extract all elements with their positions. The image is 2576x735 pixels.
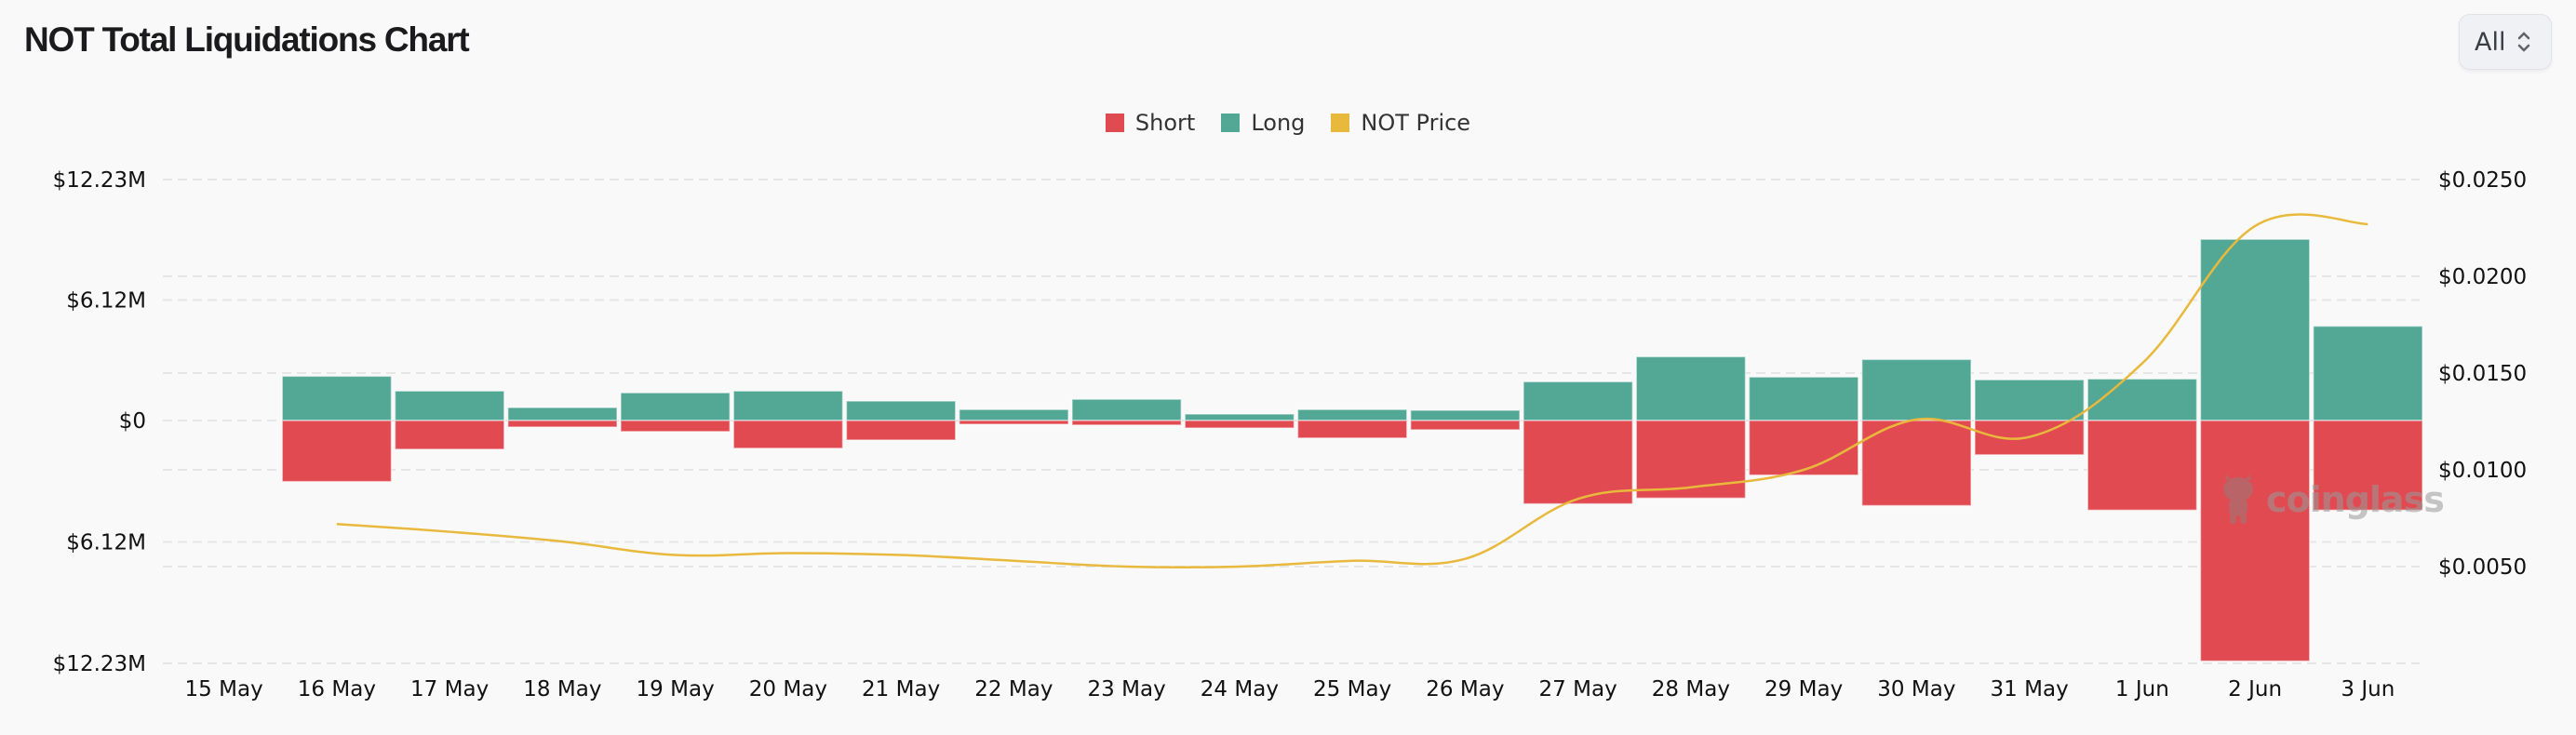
long-bar[interactable] xyxy=(394,390,505,421)
long-bar[interactable] xyxy=(959,408,1069,421)
left-axis-tick: $6.12M xyxy=(66,289,146,314)
right-axis-tick: $0.0200 xyxy=(2438,265,2527,289)
long-bar[interactable] xyxy=(1184,413,1295,421)
chevron-up-down-icon xyxy=(2516,30,2531,54)
short-bar[interactable] xyxy=(1071,420,1182,426)
x-axis-tick: 17 May xyxy=(410,677,489,702)
long-bar[interactable] xyxy=(1523,381,1633,421)
x-axis-tick: 22 May xyxy=(974,677,1053,702)
legend-item-long[interactable]: Long xyxy=(1221,110,1305,136)
legend-label: Short xyxy=(1134,110,1196,136)
long-swatch-icon xyxy=(1221,114,1241,132)
long-bar[interactable] xyxy=(507,407,618,421)
short-bar[interactable] xyxy=(1523,420,1633,505)
x-axis-tick: 24 May xyxy=(1201,677,1279,702)
x-axis-tick: 16 May xyxy=(298,677,376,702)
x-axis: 15 May 16 May 17 May 18 May 19 May 20 May 21 M… xyxy=(185,677,2395,702)
short-bar[interactable] xyxy=(507,420,618,428)
left-axis-tick: $6.12M xyxy=(66,531,146,555)
x-axis-tick: 28 May xyxy=(1652,677,1730,702)
short-bar[interactable] xyxy=(2199,420,2311,662)
long-bar[interactable] xyxy=(1974,379,2085,421)
left-axis: $12.23M $6.12M $0 $6.12M $12.23M xyxy=(53,168,146,676)
long-bar[interactable] xyxy=(1861,358,1972,421)
x-axis-tick: 20 May xyxy=(749,677,827,702)
right-axis: $0.0250 $0.0200 $0.0150 $0.0100 $0.0050 xyxy=(2438,168,2527,580)
right-axis-tick: $0.0100 xyxy=(2438,459,2527,483)
legend-label: NOT Price xyxy=(1361,110,1471,136)
short-bar[interactable] xyxy=(1861,420,1972,507)
x-axis-tick: 27 May xyxy=(1539,677,1617,702)
long-bar[interactable] xyxy=(2086,378,2198,421)
x-axis-tick: 1 Jun xyxy=(2115,677,2169,702)
short-bar[interactable] xyxy=(620,420,731,433)
price-swatch-icon xyxy=(1331,114,1350,132)
x-axis-tick: 26 May xyxy=(1426,677,1504,702)
legend-label: Long xyxy=(1251,110,1306,136)
x-axis-tick: 29 May xyxy=(1764,677,1843,702)
x-axis-tick: 3 Jun xyxy=(2341,677,2395,702)
long-bar[interactable] xyxy=(1410,409,1521,421)
x-axis-tick: 2 Jun xyxy=(2228,677,2282,702)
long-bar[interactable] xyxy=(1748,376,1859,421)
short-bar[interactable] xyxy=(1296,420,1408,439)
x-axis-tick: 21 May xyxy=(862,677,940,702)
time-range-value: All xyxy=(2475,27,2506,57)
left-axis-tick: $12.23M xyxy=(53,652,146,676)
x-axis-tick: 31 May xyxy=(1991,677,2069,702)
x-axis-tick: 19 May xyxy=(637,677,715,702)
x-axis-tick: 30 May xyxy=(1877,677,1955,702)
short-swatch-icon xyxy=(1105,114,1124,132)
right-axis-tick: $0.0250 xyxy=(2438,168,2527,193)
bars xyxy=(281,238,2423,662)
short-bar[interactable] xyxy=(281,420,393,483)
legend-item-short[interactable]: Short xyxy=(1105,110,1196,136)
chart-legend: Short Long NOT Price xyxy=(0,110,2576,136)
price-line[interactable] xyxy=(336,213,2368,569)
right-axis-tick: $0.0050 xyxy=(2438,555,2527,580)
page-title: NOT Total Liquidations Chart xyxy=(24,20,470,59)
long-bar[interactable] xyxy=(732,390,844,421)
long-bar[interactable] xyxy=(281,375,393,421)
short-bar[interactable] xyxy=(1184,420,1295,429)
short-bar[interactable] xyxy=(394,420,505,450)
time-range-select[interactable]: All xyxy=(2459,14,2552,70)
short-bar[interactable] xyxy=(2313,420,2423,512)
left-axis-tick: $12.23M xyxy=(53,168,146,193)
legend-item-price[interactable]: NOT Price xyxy=(1331,110,1470,136)
long-bar[interactable] xyxy=(620,392,731,421)
x-axis-tick: 23 May xyxy=(1088,677,1166,702)
short-bar[interactable] xyxy=(1410,420,1521,431)
long-bar[interactable] xyxy=(1635,355,1747,421)
short-bar[interactable] xyxy=(959,420,1069,425)
short-bar[interactable] xyxy=(732,420,844,449)
long-bar[interactable] xyxy=(2313,325,2423,421)
left-axis-tick: $0 xyxy=(119,409,146,434)
x-axis-tick: 15 May xyxy=(185,677,263,702)
long-bar[interactable] xyxy=(1296,408,1408,421)
gridlines xyxy=(163,179,2420,664)
x-axis-tick: 25 May xyxy=(1313,677,1391,702)
x-axis-tick: 18 May xyxy=(523,677,601,702)
short-bar[interactable] xyxy=(845,420,957,441)
short-bar[interactable] xyxy=(1748,420,1859,476)
right-axis-tick: $0.0150 xyxy=(2438,362,2527,386)
long-bar[interactable] xyxy=(1071,398,1182,421)
short-bar[interactable] xyxy=(2086,420,2198,512)
long-bar[interactable] xyxy=(2199,238,2311,421)
short-bar[interactable] xyxy=(1635,420,1747,500)
long-bar[interactable] xyxy=(845,400,957,421)
